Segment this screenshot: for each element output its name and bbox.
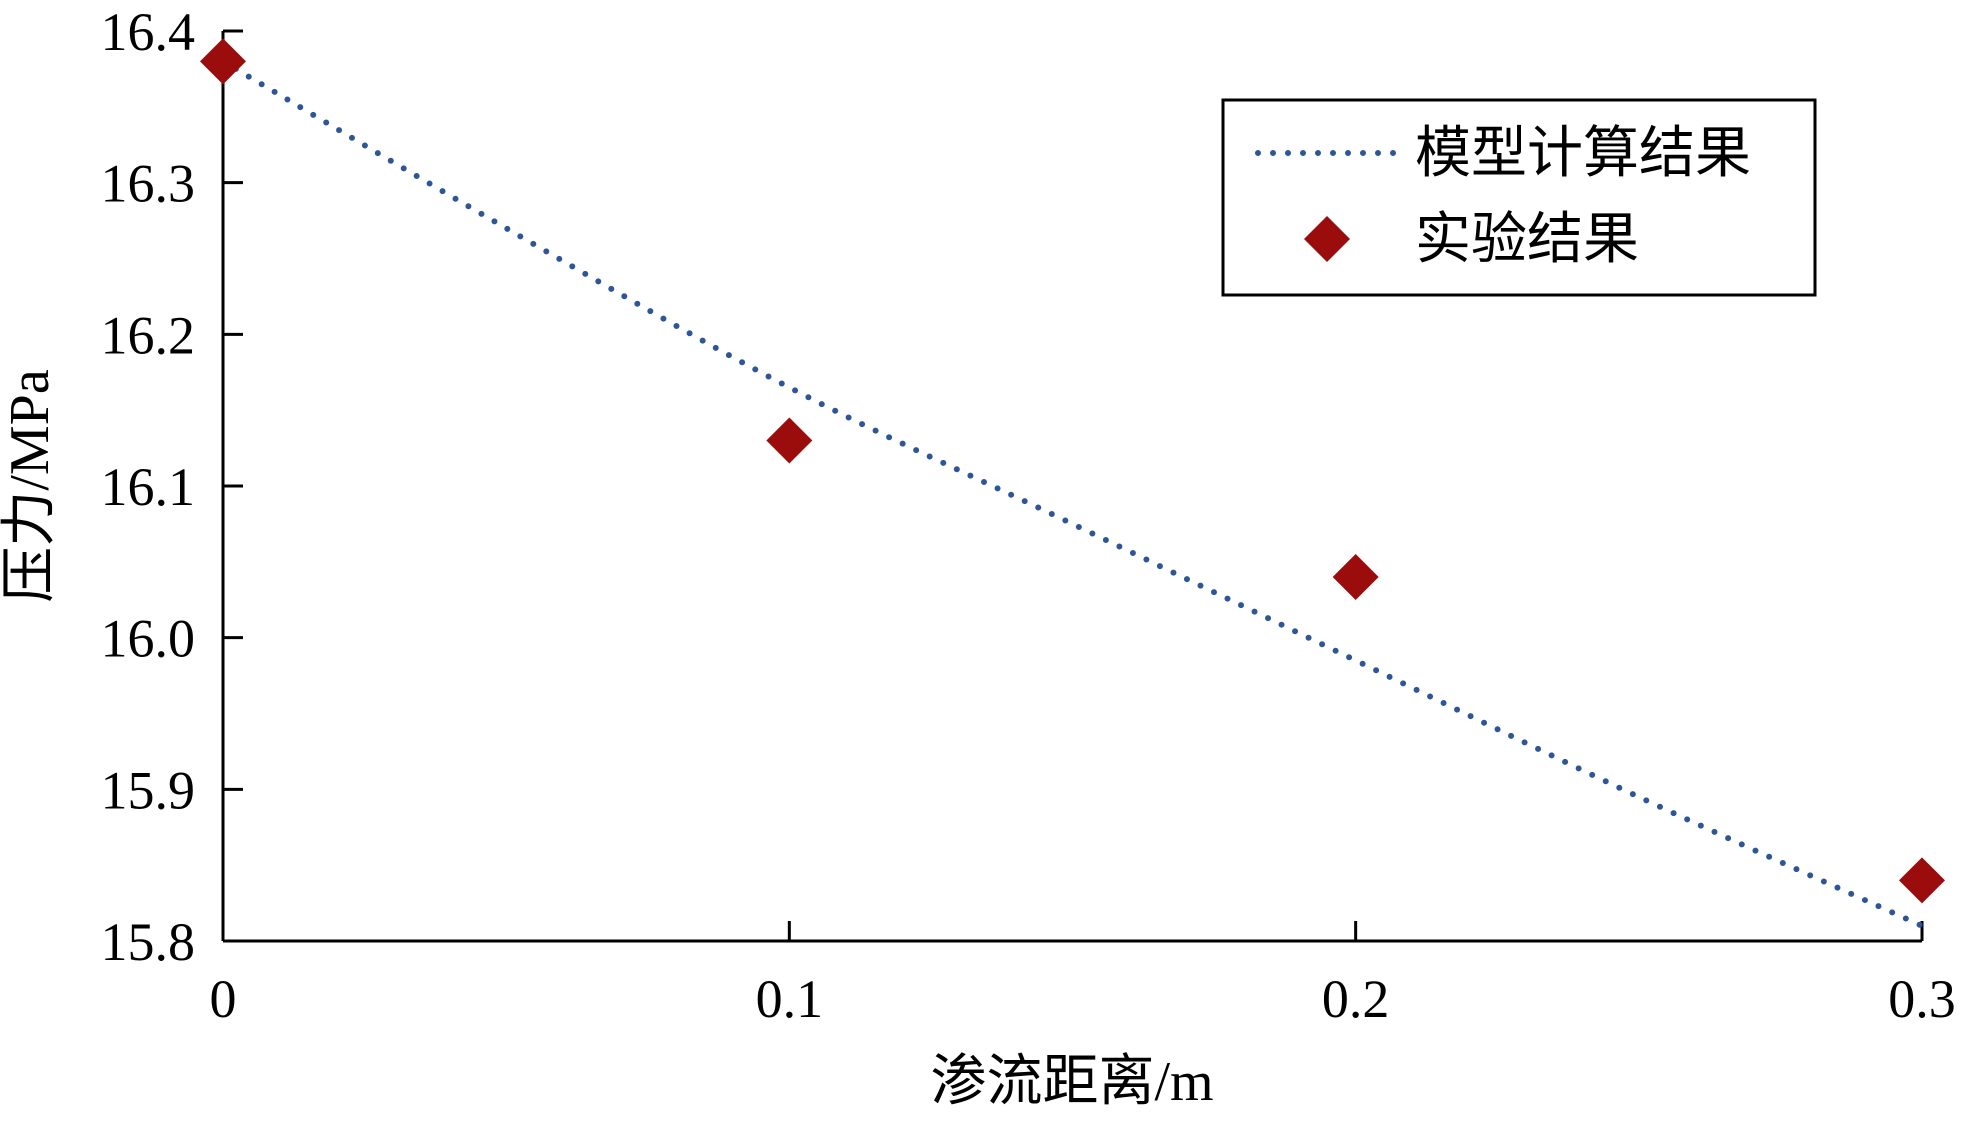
x-axis-label: 渗流距离/m (930, 1051, 1213, 1113)
x-axis-ticks: 0 0.1 0.2 0.3 (210, 921, 1956, 1029)
x-tick-label: 0.1 (756, 969, 824, 1029)
y-tick-label: 15.9 (101, 760, 196, 820)
legend-label-experiment: 实验结果 (1415, 209, 1639, 271)
y-tick-label: 16.4 (101, 2, 196, 62)
series-layer (200, 38, 1945, 929)
plot-area: 15.8 15.9 16.0 16.1 16.2 16.3 16.4 0 0.1 0.2 0.3 (101, 2, 1956, 1029)
legend-label-model: 模型计算结果 (1415, 123, 1751, 185)
series-line-model (220, 58, 1925, 929)
y-axis-label: 压力/MPa (0, 369, 61, 602)
y-axis-ticks: 15.8 15.9 16.0 16.1 16.2 16.3 16.4 (101, 2, 243, 972)
y-tick-label: 16.3 (101, 154, 196, 214)
x-tick-label: 0 (210, 969, 237, 1029)
y-tick-label: 16.0 (101, 609, 196, 669)
x-tick-label: 0.2 (1322, 969, 1390, 1029)
data-point-experiment (1332, 554, 1379, 600)
data-point-experiment (766, 417, 813, 464)
y-tick-label: 16.2 (101, 305, 196, 365)
y-tick-label: 15.8 (101, 912, 196, 972)
data-point-experiment (200, 38, 246, 85)
legend: 模型计算结果 实验结果 (1221, 98, 1817, 297)
legend-diamond-marker (1304, 216, 1350, 262)
x-tick-label: 0.3 (1888, 969, 1956, 1029)
y-tick-label: 16.1 (101, 457, 196, 517)
legend-box (1221, 98, 1817, 297)
data-point-experiment (1899, 857, 1945, 904)
